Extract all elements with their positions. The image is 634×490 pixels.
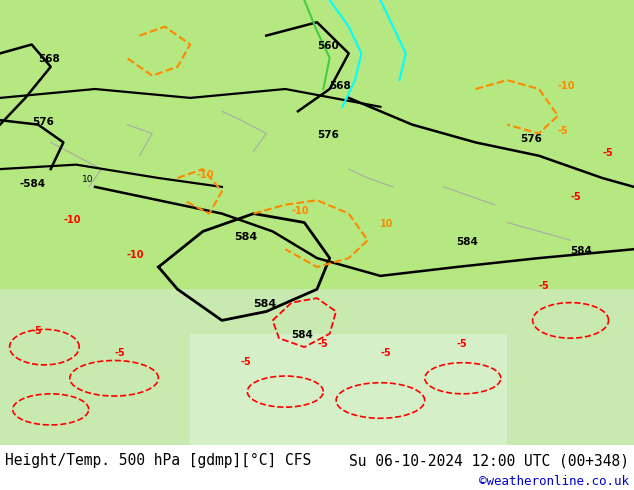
Text: 576: 576 xyxy=(317,130,339,140)
Text: -5: -5 xyxy=(571,192,581,202)
Text: -5: -5 xyxy=(317,339,328,349)
Text: 584: 584 xyxy=(571,245,593,256)
Text: -10: -10 xyxy=(127,250,145,260)
Text: -5: -5 xyxy=(602,148,613,158)
Text: 584: 584 xyxy=(292,330,314,340)
Text: 10: 10 xyxy=(380,219,394,229)
Text: -5: -5 xyxy=(456,339,467,349)
Text: 584: 584 xyxy=(456,237,479,247)
Text: 568: 568 xyxy=(330,81,351,91)
Text: Height/Temp. 500 hPa [gdmp][°C] CFS: Height/Temp. 500 hPa [gdmp][°C] CFS xyxy=(5,453,311,468)
Text: 584: 584 xyxy=(254,299,277,309)
Text: -10: -10 xyxy=(197,170,214,180)
Bar xyxy=(0,289,634,445)
Text: 10: 10 xyxy=(82,175,94,184)
Text: 560: 560 xyxy=(317,41,339,51)
Text: Su 06-10-2024 12:00 UTC (00+348): Su 06-10-2024 12:00 UTC (00+348) xyxy=(349,453,629,468)
Text: -5: -5 xyxy=(114,348,125,358)
Text: -10: -10 xyxy=(63,215,81,224)
Text: -584: -584 xyxy=(19,179,45,189)
Text: 584: 584 xyxy=(235,232,258,242)
Bar xyxy=(190,334,507,445)
Text: -5: -5 xyxy=(32,326,42,336)
Text: -5: -5 xyxy=(539,281,550,291)
Text: -5: -5 xyxy=(241,357,252,367)
Text: 576: 576 xyxy=(32,117,54,126)
Text: 576: 576 xyxy=(520,134,542,145)
Text: -10: -10 xyxy=(558,81,576,91)
Text: -5: -5 xyxy=(380,348,391,358)
Text: -10: -10 xyxy=(292,206,309,216)
Text: 568: 568 xyxy=(38,54,60,64)
Text: -5: -5 xyxy=(558,125,569,136)
Text: ©weatheronline.co.uk: ©weatheronline.co.uk xyxy=(479,474,629,488)
